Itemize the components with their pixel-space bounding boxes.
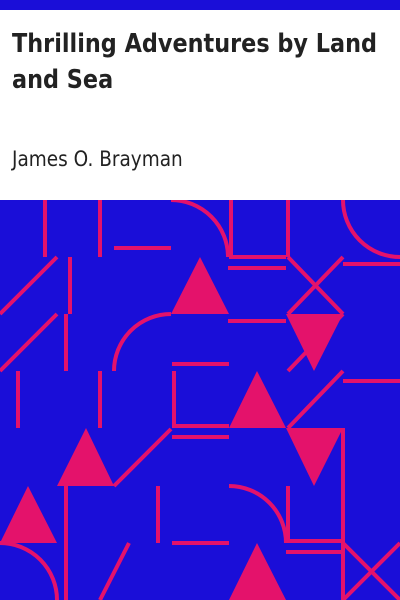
pattern-lines bbox=[0, 200, 400, 600]
triangle-down bbox=[286, 428, 343, 486]
cover-pattern-art bbox=[0, 200, 400, 600]
book-title: Thrilling Adventures by Land and Sea bbox=[12, 29, 378, 95]
triangle-up bbox=[229, 371, 286, 428]
triangle-down bbox=[286, 314, 343, 371]
triangle-up bbox=[171, 257, 229, 314]
book-author: James O. Brayman bbox=[12, 147, 183, 171]
triangle-up bbox=[229, 543, 286, 600]
top-color-band bbox=[0, 0, 400, 10]
triangle-up bbox=[0, 486, 57, 543]
triangle-up bbox=[57, 428, 114, 486]
pattern-triangles bbox=[0, 257, 343, 600]
